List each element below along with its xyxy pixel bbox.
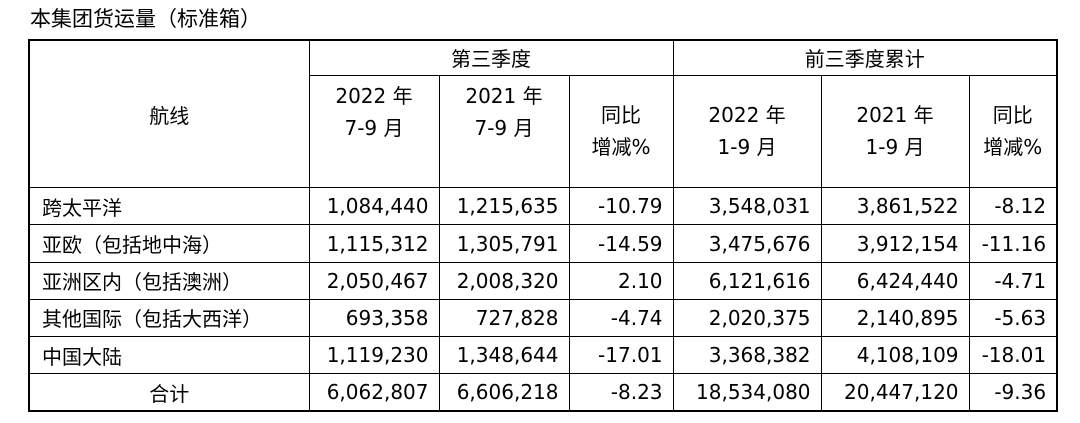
page-title: 本集团货运量（标准箱） <box>30 7 261 31</box>
route-header: 航线 <box>28 39 310 189</box>
header-group-row: 航线 第三季度 前三季度累计 <box>28 39 1058 189</box>
header-line: 7-9 月 <box>344 115 404 140</box>
value-cell: 2,050,467 <box>308 261 440 300</box>
value-cell: 1,215,635 <box>438 187 570 226</box>
value-cell: 3,368,382 <box>672 336 822 375</box>
value-cell: -9.36 <box>968 373 1058 412</box>
table-row: 其他国际（包括大西洋） 693,358 727,828 -4.74 2,020,… <box>28 298 1058 338</box>
route-cell: 跨太平洋 <box>28 187 310 226</box>
header-line: 同比 <box>992 103 1033 128</box>
ytd-2021-header: 2021 年 1-9 月 <box>820 74 970 189</box>
ytd-2022-header: 2022 年 1-9 月 <box>672 74 822 189</box>
value-cell: 1,305,791 <box>438 224 570 263</box>
value-cell: -17.01 <box>568 336 674 375</box>
value-cell: -11.16 <box>968 224 1058 263</box>
value-cell: 1,119,230 <box>308 336 440 375</box>
header-line: 2022 年 <box>335 83 413 108</box>
value-cell: 3,475,676 <box>672 224 822 263</box>
table-row: 跨太平洋 1,084,440 1,215,635 -10.79 3,548,03… <box>28 187 1058 226</box>
route-cell: 亚欧（包括地中海） <box>28 224 310 263</box>
value-cell: 6,424,440 <box>820 261 970 300</box>
header-line: 2021 年 <box>465 83 543 108</box>
header-line: 1-9 月 <box>865 135 925 160</box>
total-label-cell: 合计 <box>28 373 310 412</box>
freight-volume-table: 航线 第三季度 前三季度累计 2022 年 7-9 月 2021 年 7-9 月… <box>28 39 1059 412</box>
q3-group-header: 第三季度 <box>308 39 674 76</box>
value-cell: -4.74 <box>568 298 674 338</box>
value-cell: 20,447,120 <box>820 373 970 412</box>
value-cell: 6,062,807 <box>308 373 440 412</box>
table-row: 亚洲区内（包括澳洲） 2,050,467 2,008,320 2.10 6,12… <box>28 261 1058 300</box>
q3-2022-header: 2022 年 7-9 月 <box>308 74 440 189</box>
value-cell: 2.10 <box>568 261 674 300</box>
ytd-group-header: 前三季度累计 <box>672 39 1058 76</box>
value-cell: -5.63 <box>968 298 1058 338</box>
table-row: 中国大陆 1,119,230 1,348,644 -17.01 3,368,38… <box>28 336 1058 375</box>
table-row-total: 合计 6,062,807 6,606,218 -8.23 18,534,080 … <box>28 373 1058 412</box>
value-cell: 2,140,895 <box>820 298 970 338</box>
route-cell: 中国大陆 <box>28 336 310 375</box>
route-cell: 其他国际（包括大西洋） <box>28 298 310 338</box>
value-cell: -10.79 <box>568 187 674 226</box>
value-cell: 6,606,218 <box>438 373 570 412</box>
table-row: 亚欧（包括地中海） 1,115,312 1,305,791 -14.59 3,4… <box>28 224 1058 263</box>
value-cell: -18.01 <box>968 336 1058 375</box>
value-cell: 1,348,644 <box>438 336 570 375</box>
value-cell: -8.12 <box>968 187 1058 226</box>
header-line: 2021 年 <box>856 103 934 128</box>
value-cell: 1,115,312 <box>308 224 440 263</box>
header-line: 增减% <box>983 135 1043 160</box>
value-cell: 18,534,080 <box>672 373 822 412</box>
value-cell: 2,020,375 <box>672 298 822 338</box>
value-cell: 4,108,109 <box>820 336 970 375</box>
header-sub-row: 2022 年 7-9 月 2021 年 7-9 月 同比 增减% 2022 年 … <box>29 74 1058 189</box>
value-cell: 1,084,440 <box>308 187 440 226</box>
value-cell: 2,008,320 <box>438 261 570 300</box>
value-cell: 3,548,031 <box>672 187 822 226</box>
value-cell: -14.59 <box>568 224 674 263</box>
value-cell: -8.23 <box>568 373 674 412</box>
q3-2021-header: 2021 年 7-9 月 <box>438 74 570 189</box>
route-cell: 亚洲区内（包括澳洲） <box>28 261 310 300</box>
header-line: 7-9 月 <box>474 115 534 140</box>
header-line: 同比 <box>601 103 642 128</box>
header-line: 2022 年 <box>708 103 786 128</box>
header-line: 1-9 月 <box>717 135 777 160</box>
q3-yoy-header: 同比 增减% <box>568 74 674 189</box>
value-cell: 693,358 <box>308 298 440 338</box>
value-cell: 727,828 <box>438 298 570 338</box>
ytd-yoy-header: 同比 增减% <box>968 74 1058 189</box>
value-cell: -4.71 <box>968 261 1058 300</box>
header-line: 增减% <box>591 135 651 160</box>
value-cell: 3,861,522 <box>820 187 970 226</box>
value-cell: 3,912,154 <box>820 224 970 263</box>
value-cell: 6,121,616 <box>672 261 822 300</box>
